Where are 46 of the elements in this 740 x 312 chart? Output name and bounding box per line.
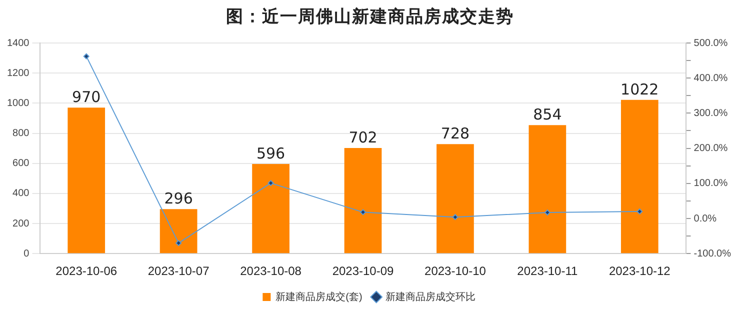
point <box>83 53 90 60</box>
data-label: 1022 <box>620 80 659 98</box>
bar <box>68 108 106 254</box>
x-tick-label: 2023-10-06 <box>56 264 118 278</box>
data-label: 296 <box>164 189 193 208</box>
point <box>176 240 182 246</box>
x-tick-label: 2023-10-09 <box>332 264 394 278</box>
y2-tick-label: 300.0% <box>694 108 728 119</box>
bar <box>160 209 198 254</box>
y2-tick-label: -100.0% <box>694 248 732 260</box>
data-label: 970 <box>72 88 101 106</box>
data-label: 728 <box>440 124 470 142</box>
bar <box>528 125 566 254</box>
bar <box>436 144 474 254</box>
bar <box>344 148 382 254</box>
y2-tick-label: 0.0% <box>694 213 717 224</box>
legend-label: 新建商品房成交(套) <box>276 290 362 303</box>
point <box>360 209 366 216</box>
data-label: 854 <box>533 106 562 124</box>
point <box>544 210 550 216</box>
bar <box>620 100 658 254</box>
x-tick-label: 2023-10-07 <box>148 264 210 278</box>
legend-label: 新建商品房成交环比 <box>385 290 476 303</box>
x-tick-label: 2023-10-08 <box>240 264 302 278</box>
y2-tick-label: 500.0% <box>694 38 728 49</box>
x-tick-label: 2023-10-12 <box>608 264 671 278</box>
point <box>268 180 274 186</box>
data-label: 702 <box>348 128 378 146</box>
chart-title: 图：近一周佛山新建商品房成交走势 <box>225 6 515 29</box>
y-tick-label: 1000 <box>6 98 30 109</box>
y-tick-label: 1400 <box>6 38 30 49</box>
y-tick-label: 200 <box>12 218 30 230</box>
y-tick-label: 1200 <box>6 68 30 79</box>
y-tick-label: 600 <box>12 158 30 170</box>
x-tick-label: 2023-10-10 <box>424 264 486 278</box>
data-label: 596 <box>256 144 286 162</box>
y2-tick-label: 200.0% <box>694 143 728 154</box>
bar <box>252 164 290 254</box>
y-tick-label: 800 <box>12 128 30 140</box>
x-tick-label: 2023-10-11 <box>517 264 578 278</box>
point <box>452 214 458 220</box>
y-tick-label: 0 <box>24 248 30 260</box>
y2-tick-label: 100.0% <box>694 178 728 190</box>
point <box>636 208 643 214</box>
y2-tick-label: 400.0% <box>694 72 728 84</box>
y-tick-label: 400 <box>12 188 30 200</box>
